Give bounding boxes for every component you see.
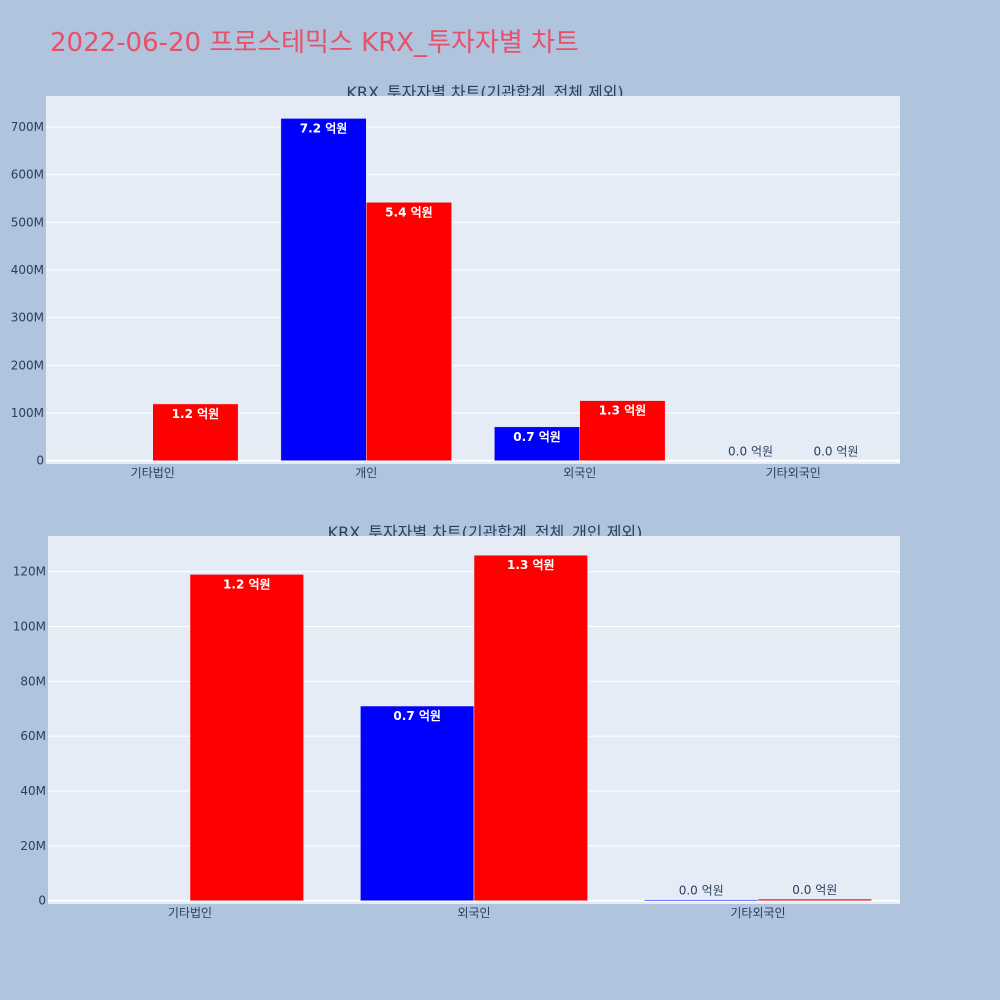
bar [757,898,872,901]
y-tick-label: 100M [13,619,46,633]
y-tick-label: 600M [11,168,44,182]
x-tick-label: 기타법인 [131,466,175,480]
y-tick-label: 400M [11,263,44,277]
data-label: 1.3 억원 [599,404,647,418]
data-label: 5.4 억원 [385,205,433,219]
bar [494,426,581,461]
data-label: 0.0 억원 [813,445,858,459]
bar [644,899,759,901]
x-tick-label: 개인 [355,466,377,480]
data-label: 1.3 억원 [507,558,555,572]
data-label: 0.7 억원 [393,709,441,723]
chart-1: 0 100M 200M 300M 400M 500M 600M 700M 기타법인 1.2 억원개… [11,96,900,480]
y-tick-label: 80M [20,674,46,688]
x-tick-label: 기타외국인 [766,466,821,480]
y-tick-label: 700M [11,120,44,134]
data-label: 0.0 억원 [728,445,773,459]
data-label: 0.7 억원 [513,430,561,444]
bar [280,118,367,461]
x-tick-label: 기타법인 [168,906,212,920]
y-tick-label: 40M [20,784,46,798]
bar [366,202,452,461]
y-tick-label: 120M [13,565,46,579]
plot-area [46,96,900,464]
data-label: 7.2 억원 [300,121,348,135]
data-label: 0.0 억원 [679,884,724,898]
y-tick-label: 0 [36,454,44,468]
y-tick-label: 200M [11,358,44,372]
bar [189,574,304,901]
data-label: 1.2 억원 [172,407,220,421]
bar [152,403,239,461]
bar [473,554,588,901]
y-tick-label: 100M [11,406,44,420]
data-label: 1.2 억원 [223,577,271,591]
y-tick-label: 500M [11,215,44,229]
x-tick-label: 외국인 [563,466,596,480]
y-tick-label: 60M [20,729,46,743]
page-title: 2022-06-20 프로스테믹스 KRX_투자자별 차트 [50,28,579,58]
data-label: 0.0 억원 [792,883,837,897]
x-tick-label: 외국인 [457,906,490,920]
bar [360,705,475,901]
bar [579,400,666,461]
y-tick-label: 20M [20,839,46,853]
y-tick-label: 300M [11,311,44,325]
x-tick-label: 기타외국인 [730,906,785,920]
y-tick-label: 0 [38,894,46,908]
